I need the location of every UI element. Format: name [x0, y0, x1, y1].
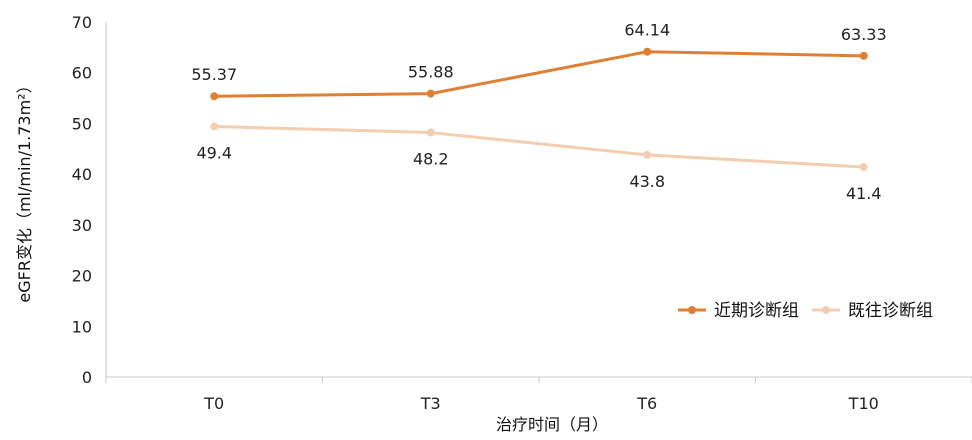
series-layer: 55.37 55.88 64.14 63.33 49.4 48.2 43.8 41.4 — [191, 21, 886, 203]
x-tick-label: T0 — [203, 394, 224, 413]
data-point — [643, 150, 652, 159]
y-axis-title: eGFR变化（ml/min/1.73m²） — [15, 77, 34, 302]
x-axis: T0 T3 T6 T10 — [105, 376, 972, 413]
data-label: 55.37 — [191, 65, 237, 84]
series-2: 49.4 48.2 43.8 41.4 — [196, 122, 882, 203]
data-point — [859, 163, 868, 172]
y-tick-label: 30 — [72, 216, 92, 235]
data-label: 48.2 — [413, 150, 449, 169]
data-label: 49.4 — [196, 143, 232, 162]
data-point — [426, 89, 435, 98]
legend-swatch-marker — [822, 306, 830, 314]
data-point — [859, 51, 868, 60]
y-axis: 0 10 20 30 40 50 60 70 — [72, 13, 107, 387]
data-label: 55.88 — [408, 63, 454, 82]
x-axis-title: 治疗时间（月） — [496, 415, 608, 434]
data-point — [643, 47, 652, 56]
data-label: 64.14 — [624, 21, 670, 40]
x-tick-label: T6 — [636, 394, 657, 413]
y-tick-label: 60 — [72, 64, 92, 83]
x-tick-label: T3 — [420, 394, 441, 413]
legend-swatch-marker — [688, 306, 696, 314]
data-label: 43.8 — [629, 172, 665, 191]
y-tick-label: 40 — [72, 165, 92, 184]
series-line — [214, 124, 864, 169]
legend-item: 近期诊断组 — [678, 301, 799, 321]
data-label: 41.4 — [846, 184, 882, 203]
x-tick-label: T10 — [848, 394, 879, 413]
series-1: 55.37 55.88 64.14 63.33 — [191, 21, 887, 101]
data-point — [210, 92, 219, 101]
legend-label: 近期诊断组 — [714, 301, 799, 321]
data-label: 63.33 — [841, 25, 887, 44]
y-tick-label: 70 — [72, 13, 92, 32]
data-point — [210, 122, 219, 131]
legend: 近期诊断组 既往诊断组 — [678, 301, 933, 321]
y-tick-label: 20 — [72, 267, 92, 286]
legend-label: 既往诊断组 — [848, 301, 933, 321]
y-tick-label: 0 — [82, 368, 92, 387]
series-line — [214, 50, 864, 98]
y-tick-label: 10 — [72, 317, 92, 336]
data-point — [426, 128, 435, 137]
y-tick-label: 50 — [72, 114, 92, 133]
legend-item: 既往诊断组 — [812, 301, 933, 321]
